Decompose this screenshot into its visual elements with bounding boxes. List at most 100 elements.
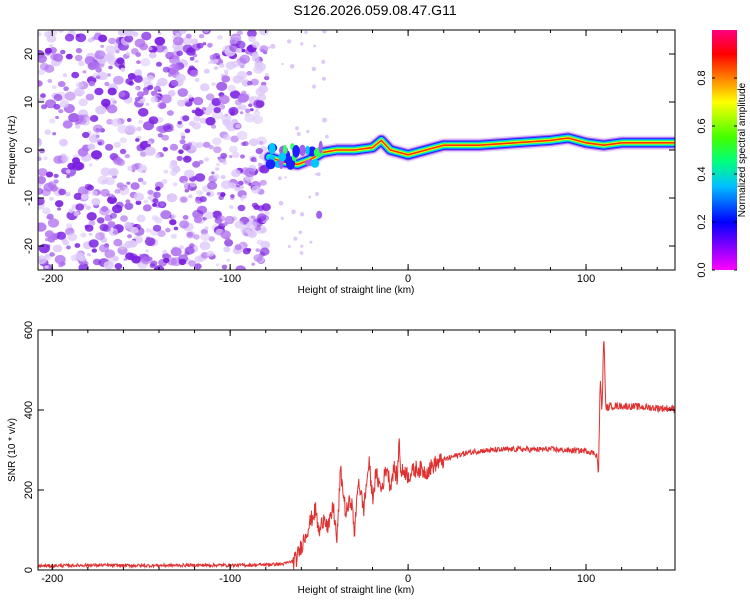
noise-blob xyxy=(246,248,252,252)
noise-blob xyxy=(203,30,210,33)
spectrogram-ylabel: Frequency (Hz) xyxy=(7,116,18,185)
noise-blob xyxy=(162,147,168,152)
noise-blob xyxy=(251,185,261,194)
noise-blob xyxy=(241,229,251,237)
noise-blob xyxy=(38,32,42,37)
noise-blob xyxy=(179,220,190,229)
noise-blob xyxy=(47,218,60,228)
noise-blob xyxy=(247,30,257,38)
noise-blob xyxy=(215,167,220,171)
noise-blob xyxy=(64,33,75,42)
noise-blob xyxy=(131,169,136,173)
noise-blob xyxy=(95,232,105,241)
noise-blob xyxy=(235,265,247,270)
noise-blob xyxy=(218,63,225,68)
noise-blob xyxy=(49,252,55,257)
colorbar-tick-label: 0.8 xyxy=(696,70,708,85)
noise-blob xyxy=(154,217,163,224)
noise-blob xyxy=(86,212,97,221)
noise-blob xyxy=(80,193,89,200)
noise-blob xyxy=(68,208,74,214)
noise-blob xyxy=(144,237,156,247)
noise-blob xyxy=(59,138,68,146)
noise-blob xyxy=(253,159,257,163)
noise-blob xyxy=(118,185,130,196)
noise-blob xyxy=(100,167,111,176)
noise-blob xyxy=(109,209,113,214)
noise-blob xyxy=(300,42,304,46)
noise-blob xyxy=(82,131,90,139)
noise-blob xyxy=(177,99,186,107)
noise-blob xyxy=(296,132,301,136)
noise-blob xyxy=(212,137,222,146)
noise-blob xyxy=(170,80,179,87)
noise-blob xyxy=(216,81,228,91)
noise-blob xyxy=(218,94,230,105)
noise-blob xyxy=(106,104,118,114)
noise-blob xyxy=(213,146,222,154)
noise-blob xyxy=(53,179,59,184)
noise-blob xyxy=(172,182,178,187)
noise-blob xyxy=(147,75,154,81)
colorbar-tick-label: 0.0 xyxy=(696,262,708,277)
noise-blob xyxy=(245,220,257,230)
noise-blob xyxy=(168,73,172,77)
noise-blob xyxy=(91,198,101,206)
noise-blob xyxy=(143,199,149,204)
noise-blob xyxy=(113,238,123,247)
noise-blob xyxy=(53,93,63,102)
noise-blob xyxy=(250,215,255,220)
signal-blob xyxy=(316,210,323,219)
noise-blob xyxy=(159,202,165,207)
noise-blob xyxy=(284,176,287,179)
noise-blob xyxy=(309,240,313,244)
noise-blob xyxy=(313,44,317,48)
snr-axes: -200 -100 0 100 0 200 400 600 xyxy=(23,321,675,585)
noise-blob xyxy=(152,224,162,232)
noise-blob xyxy=(229,145,238,154)
noise-blob xyxy=(167,90,176,97)
noise-blob xyxy=(287,39,292,44)
noise-blob xyxy=(62,120,73,129)
noise-blob xyxy=(68,113,80,123)
noise-blob xyxy=(136,214,146,223)
noise-blob xyxy=(115,49,120,54)
noise-blob xyxy=(170,233,177,239)
signal-track xyxy=(262,131,675,219)
noise-blob xyxy=(298,230,303,235)
noise-blob xyxy=(182,215,189,220)
noise-blob xyxy=(239,111,244,115)
noise-blob xyxy=(139,253,143,257)
noise-blob xyxy=(119,137,127,144)
noise-blob xyxy=(281,62,284,66)
noise-blob xyxy=(124,240,134,249)
noise-blob xyxy=(44,31,52,38)
noise-blob xyxy=(49,118,56,124)
noise-blob xyxy=(157,31,162,36)
x-tick-label: 100 xyxy=(577,573,595,585)
noise-blob xyxy=(255,148,263,155)
noise-blob xyxy=(150,96,158,103)
noise-blob xyxy=(308,195,312,199)
noise-blob xyxy=(39,62,49,71)
noise-blob xyxy=(237,105,242,110)
noise-blob xyxy=(185,33,192,39)
noise-blob xyxy=(87,38,94,43)
noise-blob xyxy=(221,264,228,270)
noise-blob xyxy=(124,35,134,43)
noise-blob xyxy=(87,143,96,151)
noise-blob xyxy=(95,67,102,73)
noise-blob xyxy=(140,58,151,67)
chart-title: S126.2026.059.08.47.G11 xyxy=(293,2,457,18)
noise-blob xyxy=(75,251,85,260)
noise-blob xyxy=(299,212,305,217)
noise-blob xyxy=(45,171,54,178)
noise-blob xyxy=(44,129,52,135)
noise-blob xyxy=(154,153,161,159)
noise-blob xyxy=(163,257,170,264)
noise-blob xyxy=(278,176,282,181)
noise-blob xyxy=(300,244,304,248)
noise-blob xyxy=(136,224,142,229)
noise-blob xyxy=(58,109,64,114)
noise-blob xyxy=(189,69,199,77)
